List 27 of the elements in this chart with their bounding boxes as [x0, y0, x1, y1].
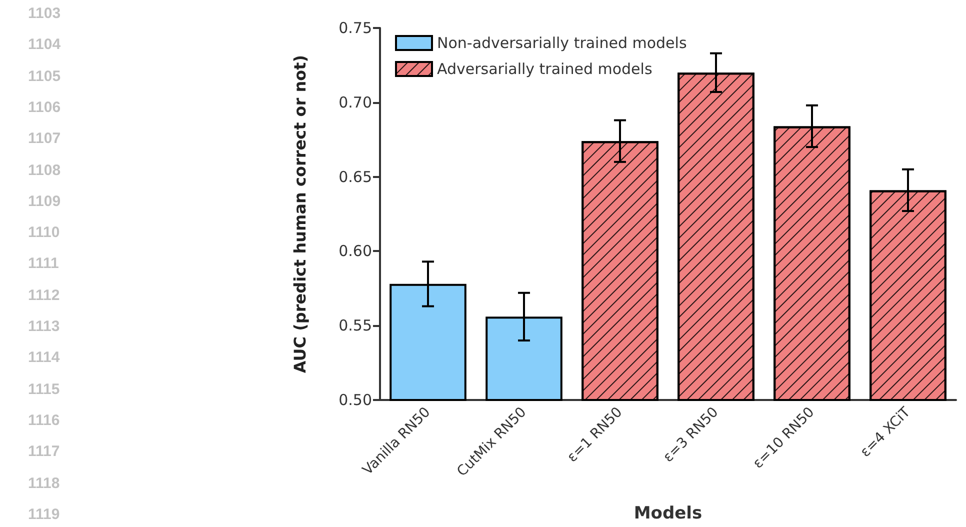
y-axis-title: AUC (predict human correct or not) — [290, 54, 310, 374]
text: 1113 — [28, 318, 60, 335]
text: 1111 — [28, 255, 59, 272]
text: 1107 — [28, 130, 61, 148]
text: 1116 — [28, 412, 60, 429]
text: 1118 — [28, 474, 60, 492]
y-tick-label: 0.50 — [338, 391, 372, 409]
text: 1103 — [28, 5, 61, 22]
text: 1110 — [28, 224, 60, 242]
text: 1108 — [28, 162, 61, 178]
legend-label: Adversarially trained models — [437, 60, 652, 78]
legend-label: Non-adversarially trained models — [437, 34, 687, 52]
text: 1105 — [28, 68, 61, 85]
text: 1104 — [28, 36, 61, 54]
text: 1109 — [28, 192, 61, 210]
text: 1119 — [28, 506, 60, 523]
text: 1114 — [28, 349, 60, 366]
y-tick-label: 0.60 — [338, 242, 372, 260]
text: 1106 — [28, 98, 61, 116]
text: 1112 — [28, 286, 60, 304]
text: 1117 — [28, 443, 60, 460]
x-axis-title: Models — [634, 504, 702, 524]
y-tick-label: 0.75 — [338, 19, 372, 37]
y-tick-label: 0.55 — [338, 316, 372, 335]
y-tick-label: 0.65 — [338, 168, 372, 186]
text: 1115 — [28, 380, 60, 398]
y-tick-label: 0.70 — [338, 93, 372, 112]
